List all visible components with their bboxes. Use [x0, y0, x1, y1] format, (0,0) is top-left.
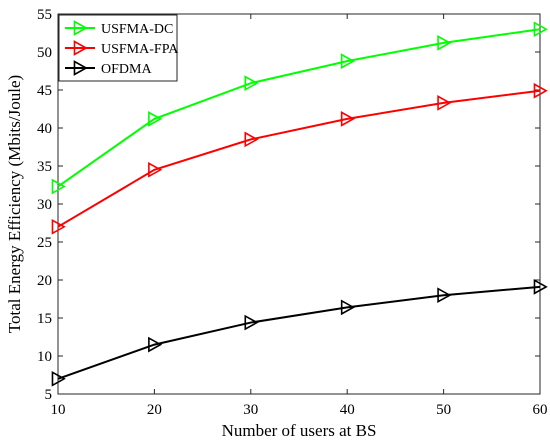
legend: USFMA-DC USFMA-FPA OFDMA	[58, 14, 179, 82]
y-tick-label: 50	[37, 45, 52, 61]
y-tick-label: 40	[37, 121, 52, 137]
data-point	[437, 95, 452, 111]
y-tick-label: 25	[37, 235, 52, 251]
x-tick-label: 60	[533, 402, 548, 418]
data-point	[148, 336, 163, 353]
data-point	[533, 21, 548, 38]
legend-marker	[73, 40, 88, 56]
y-tick-label: 5	[45, 387, 53, 403]
data-point	[533, 82, 548, 99]
data-point	[51, 370, 66, 387]
data-point	[533, 278, 548, 295]
legend-label: USFMA-FPA	[101, 42, 179, 57]
x-tick-label: 30	[243, 402, 258, 418]
data-point	[340, 299, 356, 316]
y-tick-label: 10	[37, 349, 52, 365]
x-axis-label: Number of users at BS	[222, 421, 377, 440]
series-lines	[51, 21, 548, 387]
legend-marker	[73, 60, 88, 76]
legend-label: USFMA-DC	[101, 22, 173, 37]
y-axis-label: Total Energy Efficiency (Mbits/Joule)	[5, 75, 24, 333]
x-tick-label: 40	[340, 402, 355, 418]
data-point	[148, 161, 163, 178]
data-point	[51, 178, 66, 195]
data-point	[437, 35, 452, 51]
x-tick-label: 50	[436, 402, 451, 418]
data-point	[340, 53, 356, 69]
x-tick-label: 20	[147, 402, 162, 418]
data-point	[244, 75, 259, 92]
data-point	[244, 131, 259, 148]
data-point	[340, 111, 356, 127]
data-point	[437, 287, 452, 304]
y-tick-label: 20	[37, 273, 52, 289]
data-point	[244, 314, 259, 331]
series-line	[57, 285, 541, 380]
data-point	[51, 218, 66, 235]
x-tick-label: 10	[51, 402, 66, 418]
y-tick-label: 35	[37, 159, 52, 175]
y-tick-label: 30	[37, 197, 52, 213]
y-tick-label: 55	[37, 7, 52, 23]
legend-marker	[73, 20, 88, 36]
y-tick-label: 45	[37, 83, 52, 99]
y-tick-label: 15	[37, 311, 52, 327]
data-point	[148, 111, 163, 127]
series-line	[57, 28, 541, 188]
series-line	[57, 89, 541, 228]
legend-label: OFDMA	[101, 62, 152, 77]
